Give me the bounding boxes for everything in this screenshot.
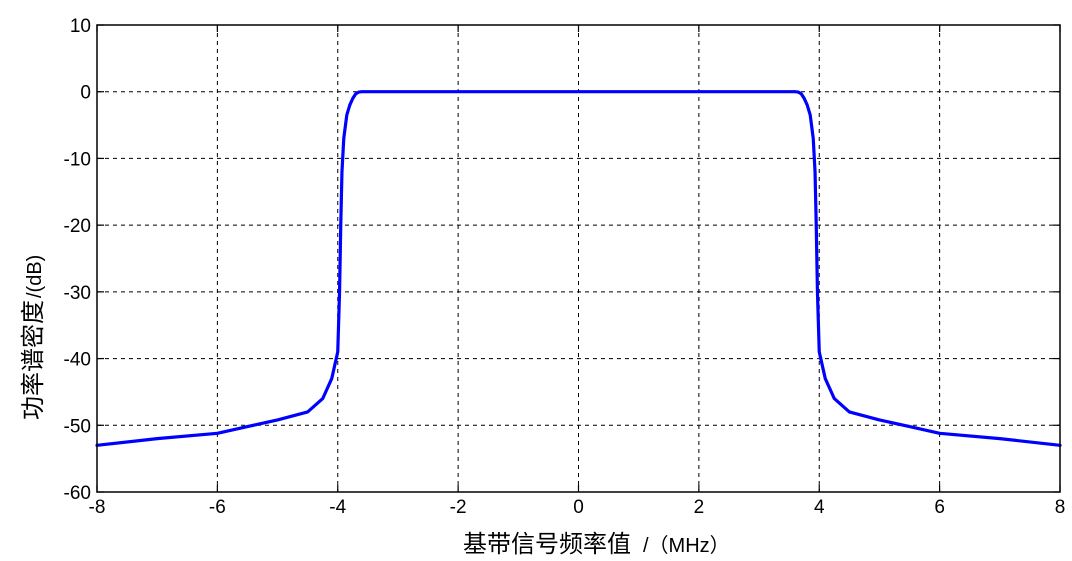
x-tick-label: 6 bbox=[934, 497, 945, 518]
x-tick-labels: -8 -6 -4 -2 0 2 4 6 8 bbox=[89, 497, 1066, 518]
y-tick-label: -60 bbox=[64, 483, 91, 504]
x-axis-unit: /（MHz） bbox=[643, 534, 730, 557]
y-tick-label: -20 bbox=[64, 216, 91, 237]
tick-marks bbox=[96, 24, 1061, 493]
y-tick-label: 0 bbox=[80, 83, 91, 104]
y-tick-label: -50 bbox=[64, 416, 91, 437]
psd-series-line bbox=[95, 90, 1062, 447]
x-tick-label: 2 bbox=[694, 497, 705, 518]
y-axis-unit: /(dB) bbox=[24, 255, 46, 298]
x-tick-label: -6 bbox=[209, 497, 226, 518]
x-axis-title: 基带信号频率值 bbox=[463, 530, 631, 558]
grid-lines bbox=[97, 25, 1060, 492]
y-tick-label: -40 bbox=[64, 350, 91, 371]
x-tick-label: -4 bbox=[329, 497, 346, 518]
x-tick-label: 8 bbox=[1055, 497, 1066, 518]
x-tick-label: -2 bbox=[450, 497, 467, 518]
x-tick-label: -8 bbox=[89, 497, 106, 518]
y-tick-labels: 10 0 -10 -20 -30 -40 -50 -60 bbox=[64, 16, 91, 504]
x-tick-label: 4 bbox=[814, 497, 825, 518]
x-tick-label: 0 bbox=[573, 497, 584, 518]
y-axis-title: 功率谱密度 bbox=[19, 300, 47, 420]
y-tick-label: 10 bbox=[70, 16, 91, 37]
y-tick-label: -10 bbox=[64, 149, 91, 170]
series-layer bbox=[95, 90, 1062, 447]
y-tick-label: -30 bbox=[64, 283, 91, 304]
y-axis-title-group: 功率谱密度 /(dB) bbox=[19, 255, 47, 420]
